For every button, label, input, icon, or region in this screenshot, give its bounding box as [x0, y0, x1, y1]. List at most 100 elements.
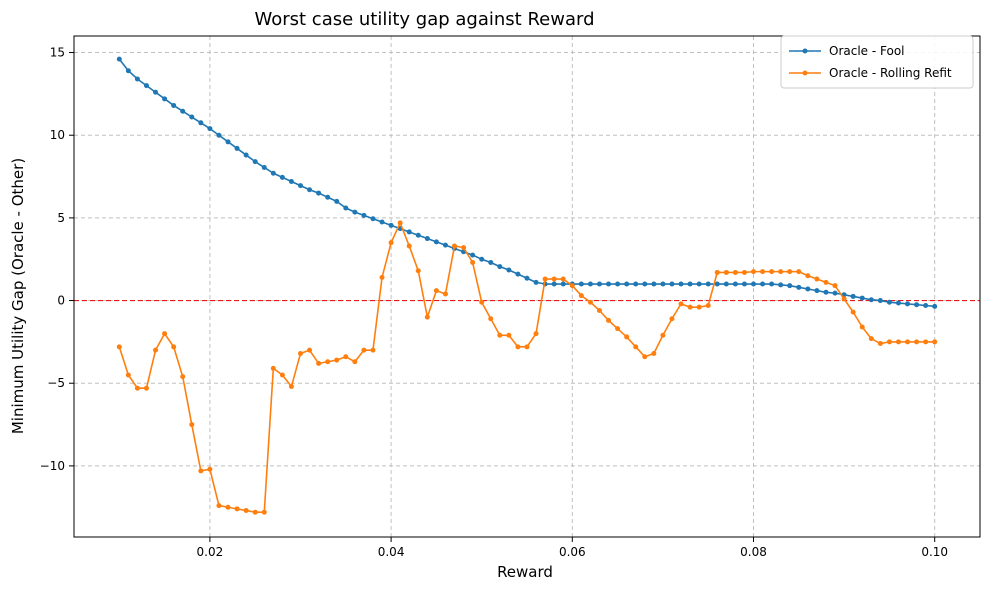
- data-point: [533, 331, 539, 337]
- data-point: [470, 252, 476, 258]
- data-point: [361, 212, 367, 218]
- data-point: [524, 275, 530, 281]
- data-point: [587, 299, 593, 305]
- data-point: [270, 170, 276, 176]
- data-point: [606, 281, 612, 287]
- data-point: [243, 508, 249, 514]
- data-point: [153, 347, 159, 353]
- data-point: [316, 190, 322, 196]
- data-point: [162, 96, 168, 102]
- data-point: [751, 269, 756, 275]
- data-point: [207, 126, 213, 132]
- data-point: [406, 243, 412, 249]
- data-point: [234, 506, 240, 512]
- series-0: [116, 56, 938, 309]
- data-point: [442, 291, 448, 297]
- data-point: [488, 316, 494, 322]
- data-point: [633, 281, 639, 287]
- x-tick-label: 0.04: [378, 545, 405, 559]
- data-point: [524, 344, 530, 350]
- data-point: [760, 269, 766, 275]
- data-point: [216, 132, 222, 138]
- data-point: [379, 219, 385, 225]
- data-point: [415, 268, 421, 274]
- data-point: [397, 220, 403, 226]
- data-point: [823, 289, 829, 295]
- data-point: [452, 243, 458, 249]
- data-point: [914, 339, 920, 345]
- legend-item: Oracle - Fool: [789, 44, 905, 58]
- data-point: [433, 288, 439, 294]
- data-point: [461, 245, 467, 251]
- data-point: [388, 222, 394, 228]
- data-point: [778, 282, 784, 288]
- data-point: [606, 317, 612, 323]
- data-point: [850, 309, 856, 315]
- data-point: [687, 304, 693, 310]
- data-point: [886, 339, 892, 345]
- data-point: [578, 293, 584, 299]
- data-point: [823, 279, 829, 285]
- data-point: [895, 300, 901, 306]
- data-point: [932, 303, 938, 309]
- data-point: [316, 360, 322, 366]
- data-point: [932, 339, 938, 345]
- data-point: [370, 347, 376, 353]
- data-point: [334, 357, 340, 363]
- data-point: [379, 274, 385, 280]
- plot-frame: [73, 35, 981, 538]
- data-point: [624, 281, 630, 287]
- data-point: [841, 296, 847, 302]
- data-point: [325, 359, 331, 365]
- data-point: [877, 298, 883, 304]
- data-point: [769, 281, 775, 287]
- data-point: [506, 267, 512, 273]
- data-point: [216, 503, 222, 509]
- data-point: [796, 269, 802, 275]
- data-point: [533, 279, 539, 285]
- data-point: [551, 281, 557, 287]
- data-point: [334, 198, 340, 204]
- data-point: [352, 359, 358, 365]
- data-point: [877, 341, 883, 347]
- data-point: [905, 339, 911, 345]
- data-point: [696, 281, 702, 287]
- data-point: [252, 159, 258, 165]
- data-point: [261, 164, 267, 170]
- data-point: [868, 336, 874, 342]
- data-point: [497, 264, 503, 270]
- data-point: [805, 273, 811, 279]
- data-point: [660, 332, 666, 338]
- data-point: [714, 269, 720, 275]
- data-point: [180, 108, 186, 114]
- data-point: [479, 299, 485, 305]
- data-point: [261, 509, 267, 515]
- data-point: [832, 290, 838, 296]
- data-point: [624, 334, 630, 340]
- data-point: [352, 209, 358, 215]
- data-point: [343, 354, 349, 360]
- x-axis-title: Reward: [497, 563, 553, 581]
- data-point: [560, 281, 566, 287]
- data-point: [225, 139, 231, 145]
- data-point: [388, 240, 394, 246]
- data-point: [669, 281, 675, 287]
- data-point: [741, 281, 747, 287]
- data-point: [325, 194, 331, 200]
- data-point: [515, 344, 521, 350]
- data-point: [171, 102, 177, 108]
- y-tick-label: −10: [40, 459, 65, 473]
- legend-label: Oracle - Rolling Refit: [829, 66, 952, 80]
- data-point: [660, 281, 666, 287]
- data-point: [116, 344, 122, 350]
- data-point: [705, 281, 711, 287]
- data-point: [497, 332, 503, 338]
- data-point: [796, 284, 802, 290]
- y-tick-label: 5: [57, 211, 65, 225]
- data-point: [479, 256, 485, 262]
- data-point: [506, 332, 512, 338]
- data-point: [633, 344, 639, 350]
- legend-swatch-marker: [802, 48, 808, 54]
- data-point: [143, 385, 149, 391]
- data-point: [669, 316, 675, 322]
